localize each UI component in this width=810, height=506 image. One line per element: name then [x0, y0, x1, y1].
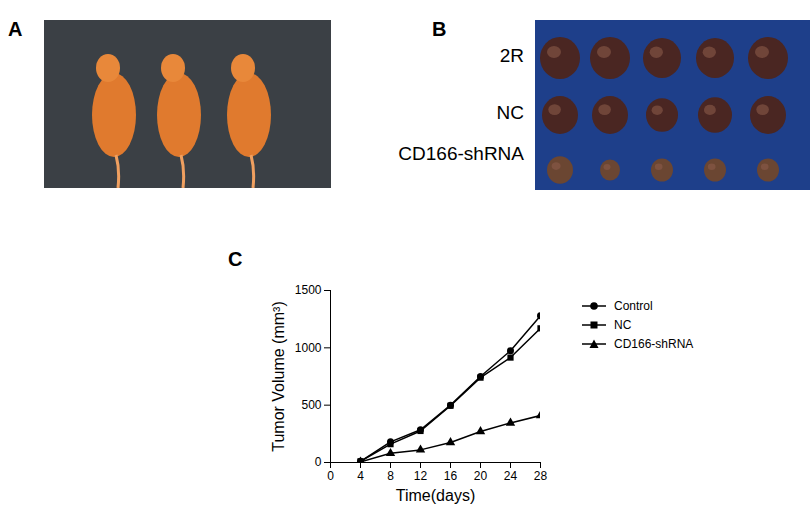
svg-text:16: 16: [444, 469, 458, 483]
svg-text:Tumor Volume (mm³): Tumor Volume (mm³): [270, 301, 287, 452]
svg-text:8: 8: [387, 469, 394, 483]
html-text:C: C: [228, 248, 243, 270]
svg-text:28: 28: [534, 469, 548, 483]
html-text:NC: NC: [614, 317, 632, 332]
svg-text:0: 0: [315, 455, 322, 469]
svg-text:20: 20: [474, 469, 488, 483]
svg-text:0: 0: [327, 469, 334, 483]
svg-text:1500: 1500: [295, 283, 322, 297]
html-text:NC: NC: [496, 102, 524, 123]
html-text:A: A: [8, 18, 23, 40]
html-text:2R: 2R: [499, 45, 524, 66]
svg-text:500: 500: [301, 398, 321, 412]
html-text:B: B: [432, 18, 447, 40]
html-text:CD166-shRNA: CD166-shRNA: [614, 336, 694, 351]
svg-text:12: 12: [414, 469, 428, 483]
svg-text:Time(days): Time(days): [396, 487, 475, 504]
html-text:Control: Control: [614, 298, 653, 313]
svg-text:1000: 1000: [295, 341, 322, 355]
html-text:CD166-shRNA: CD166-shRNA: [398, 143, 524, 164]
svg-text:24: 24: [504, 469, 518, 483]
svg-text:4: 4: [357, 469, 364, 483]
